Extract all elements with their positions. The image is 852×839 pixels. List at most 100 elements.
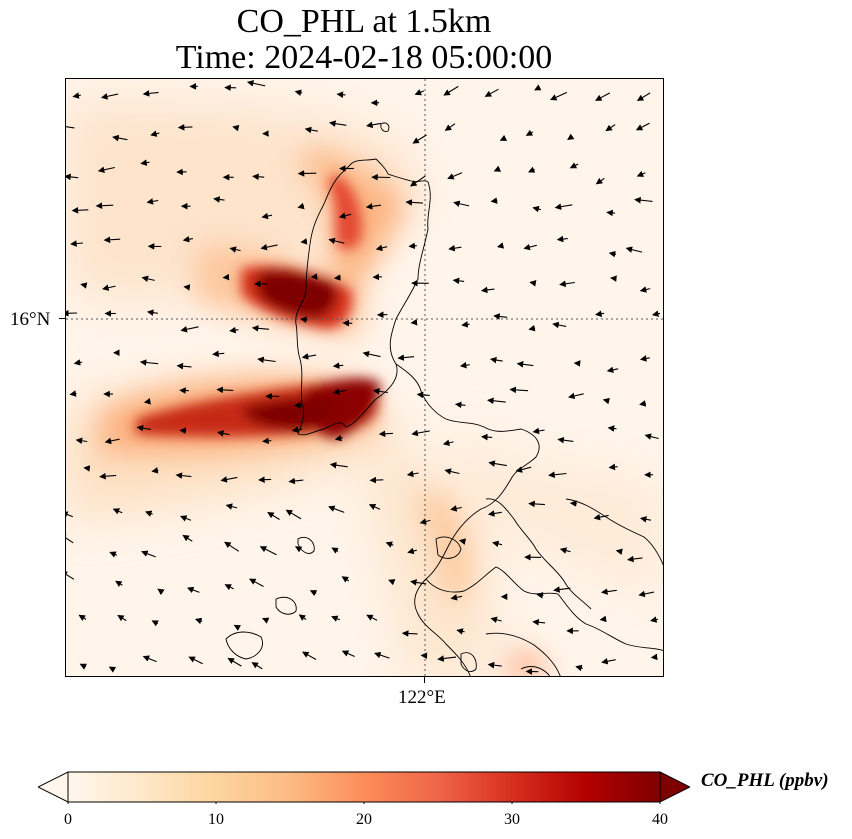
wind-arrow (72, 92, 81, 99)
wind-arrow (447, 172, 463, 180)
wind-arrow (638, 590, 655, 598)
wind-arrow (406, 470, 419, 478)
wind-arrow (262, 437, 272, 445)
wind-arrow (150, 130, 160, 137)
wind-arrow (304, 126, 318, 134)
colorbar-gradient (67, 771, 661, 803)
wind-arrow (366, 121, 381, 129)
wind-arrow (217, 430, 230, 437)
wind-arrow (182, 534, 193, 542)
wind-arrow (80, 282, 88, 289)
wind-arrow (556, 235, 568, 243)
wind-arrow (180, 326, 199, 333)
wind-arrow (601, 658, 616, 665)
wind-arrow (141, 275, 155, 283)
wind-arrow (605, 124, 616, 132)
wind-arrow (405, 199, 423, 206)
wind-arrow (294, 89, 303, 96)
wind-arrow (490, 616, 502, 624)
wind-arrow (213, 196, 225, 203)
wind-arrow (73, 359, 83, 366)
wind-arrow (260, 243, 278, 251)
wind-arrow (608, 463, 618, 471)
colorbar-max-extend (659, 771, 690, 803)
wind-arrow (636, 92, 651, 101)
wind-arrow (458, 538, 467, 545)
map-canvas (66, 79, 663, 676)
wind-arrow (411, 429, 430, 437)
wind-arrow (79, 663, 87, 670)
wind-arrow (66, 533, 74, 544)
wind-arrow (117, 614, 127, 622)
wind-arrow (297, 202, 305, 210)
wind-arrow (300, 316, 308, 324)
wind-arrow (102, 284, 116, 291)
wind-arrow (568, 392, 584, 400)
lon-tick-mark (424, 677, 425, 683)
wind-arrow (375, 244, 388, 252)
wind-arrow (493, 313, 508, 320)
wind-arrow (257, 356, 276, 364)
wind-arrow (651, 310, 661, 317)
wind-arrow (410, 318, 418, 326)
wind-arrow (606, 209, 616, 217)
wind-arrow (534, 84, 542, 91)
wind-arrow (627, 555, 643, 563)
wind-arrow (488, 460, 507, 467)
wind-arrow (70, 240, 84, 247)
wind-arrow (261, 617, 270, 624)
wind-arrow (452, 277, 465, 285)
wind-arrow (487, 510, 502, 517)
wind-arrow (332, 388, 347, 395)
wind-arrow (450, 594, 463, 601)
small-island (275, 596, 297, 615)
wind-arrow (66, 126, 75, 129)
wind-arrow (246, 80, 266, 87)
southern-coast (485, 632, 561, 676)
wind-arrow (144, 510, 153, 517)
wind-arrow (523, 243, 537, 251)
wind-arrow (450, 505, 462, 512)
wind-arrow (97, 166, 115, 173)
wind-arrow (177, 124, 193, 131)
wind-arrow (369, 476, 384, 484)
wind-arrow (595, 92, 611, 101)
wind-arrow (610, 275, 617, 282)
wind-arrow (227, 657, 242, 667)
wind-arrow (557, 436, 574, 444)
wind-arrow (103, 236, 121, 244)
wind-arrow (267, 512, 280, 520)
wind-arrow (362, 350, 381, 358)
wind-arrow (136, 424, 151, 432)
map-panel (65, 78, 664, 677)
wind-arrow (532, 205, 542, 213)
wind-arrow (338, 212, 352, 219)
wind-arrow (444, 123, 456, 131)
wind-arrow (224, 584, 234, 591)
colorbar (38, 771, 690, 804)
wind-arrow (258, 476, 272, 483)
lat-tick-label: 16°N (10, 309, 51, 330)
wind-arrow (99, 472, 117, 480)
wind-arrow (615, 548, 623, 555)
wind-arrow (328, 237, 345, 245)
wind-arrow (142, 655, 157, 663)
colorbar-tick-label: 30 (504, 811, 520, 828)
wind-arrow (83, 465, 91, 472)
wind-arrow (496, 242, 505, 249)
wind-arrow (183, 284, 191, 291)
small-island (460, 652, 477, 672)
wind-arrow (414, 89, 425, 96)
wind-arrow (559, 280, 575, 288)
wind-arrow (515, 466, 532, 473)
wind-arrow (487, 397, 506, 405)
wind-arrow (216, 386, 234, 394)
wind-arrow (529, 280, 537, 287)
wind-arrow (528, 500, 545, 508)
wind-arrow (408, 242, 417, 250)
island-coast (520, 666, 551, 676)
wind-arrow (401, 630, 418, 637)
wind-arrow (229, 246, 241, 253)
colorbar-tick-label: 20 (356, 811, 372, 828)
wind-arrow (151, 620, 159, 627)
